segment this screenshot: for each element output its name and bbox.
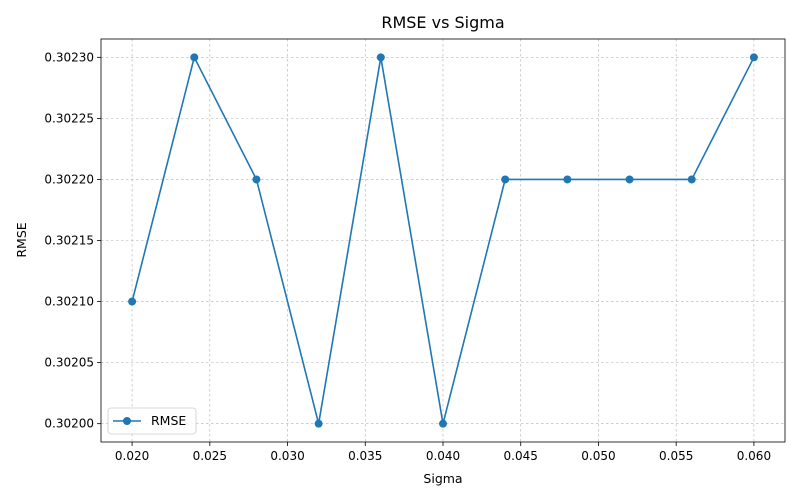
y-tick-label: 0.30205 xyxy=(44,356,94,370)
data-point xyxy=(749,53,758,62)
y-tick-label: 0.30230 xyxy=(44,50,94,64)
data-point xyxy=(439,419,447,428)
x-tick-label: 0.035 xyxy=(348,449,382,463)
x-tick-label: 0.060 xyxy=(737,449,771,463)
legend-label: RMSE xyxy=(151,413,186,428)
series-layer xyxy=(128,53,758,428)
data-point xyxy=(190,53,199,62)
x-axis-label: Sigma xyxy=(423,471,462,486)
legend-marker-swatch xyxy=(123,417,131,425)
y-tick-label: 0.30200 xyxy=(44,417,94,431)
data-point xyxy=(501,175,510,184)
y-tick-label: 0.30220 xyxy=(44,172,94,186)
data-point xyxy=(376,53,385,62)
y-tick-label: 0.30225 xyxy=(44,111,94,125)
x-tick-label: 0.025 xyxy=(193,449,227,463)
data-point xyxy=(128,297,137,306)
legend: RMSE xyxy=(107,407,197,435)
x-tick-label: 0.050 xyxy=(581,449,615,463)
axis-ticks: 0.020 0.025 0.030 0.035 0.040 0.045 0.050 0.055… xyxy=(44,50,771,463)
data-point xyxy=(563,175,572,184)
data-point xyxy=(314,419,323,428)
x-tick-label: 0.045 xyxy=(504,449,538,463)
data-point xyxy=(625,175,634,184)
grid xyxy=(101,39,785,442)
x-tick-label: 0.020 xyxy=(115,449,149,463)
x-tick-label: 0.040 xyxy=(426,449,460,463)
x-tick-label: 0.030 xyxy=(270,449,304,463)
x-tick-label: 0.055 xyxy=(659,449,693,463)
y-tick-label: 0.30210 xyxy=(44,295,94,309)
chart-title: RMSE vs Sigma xyxy=(381,13,504,32)
y-axis-label: RMSE xyxy=(14,222,29,257)
y-tick-label: 0.30215 xyxy=(44,234,94,248)
data-point xyxy=(687,175,696,184)
data-point xyxy=(252,175,261,184)
legend-box xyxy=(107,407,197,435)
